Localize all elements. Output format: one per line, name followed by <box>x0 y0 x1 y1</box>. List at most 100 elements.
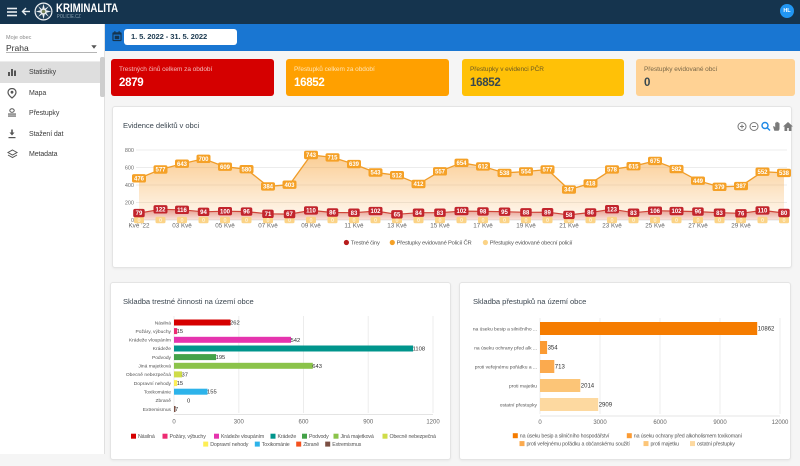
svg-text:0: 0 <box>159 218 162 224</box>
svg-text:116: 116 <box>177 208 187 214</box>
svg-text:Podvody: Podvody <box>309 434 329 440</box>
svg-text:0: 0 <box>374 218 377 224</box>
svg-text:347: 347 <box>564 188 575 194</box>
svg-text:110: 110 <box>758 209 768 215</box>
svg-text:262: 262 <box>230 321 240 327</box>
svg-text:0: 0 <box>761 218 764 224</box>
svg-text:0: 0 <box>675 218 678 224</box>
svg-text:67: 67 <box>286 212 293 218</box>
svg-text:0: 0 <box>309 218 312 224</box>
svg-text:1108: 1108 <box>413 347 425 353</box>
svg-text:0: 0 <box>131 218 134 224</box>
svg-text:21 Kvě: 21 Kvě <box>559 223 579 230</box>
svg-text:800: 800 <box>125 148 134 154</box>
svg-text:proti majetku: proti majetku <box>651 441 680 447</box>
svg-text:83: 83 <box>716 211 723 217</box>
svg-text:13 Kvě: 13 Kvě <box>387 223 407 230</box>
svg-text:412: 412 <box>413 182 424 188</box>
svg-text:600: 600 <box>298 420 309 426</box>
svg-text:582: 582 <box>671 167 682 173</box>
svg-text:83: 83 <box>351 211 358 217</box>
svg-text:102: 102 <box>456 209 467 215</box>
svg-text:10862: 10862 <box>758 327 775 333</box>
svg-text:Dopravní nehody: Dopravní nehody <box>210 442 249 448</box>
svg-text:557: 557 <box>435 169 446 175</box>
svg-text:ostatní přestupky: ostatní přestupky <box>500 402 538 408</box>
svg-text:538: 538 <box>499 171 510 177</box>
svg-text:542: 542 <box>291 338 301 344</box>
svg-text:122: 122 <box>155 207 166 213</box>
svg-text:1200: 1200 <box>426 420 440 426</box>
svg-text:ostatní přestupky: ostatní přestupky <box>697 441 735 447</box>
svg-text:15 Kvě: 15 Kvě <box>430 223 450 230</box>
svg-text:0: 0 <box>782 218 785 224</box>
svg-text:Toxikománie: Toxikománie <box>262 442 290 448</box>
svg-text:449: 449 <box>693 179 704 185</box>
svg-text:100: 100 <box>220 209 231 215</box>
svg-text:88: 88 <box>523 210 530 216</box>
svg-text:Extremismus: Extremismus <box>332 442 361 448</box>
svg-text:713: 713 <box>555 365 566 371</box>
svg-text:0: 0 <box>288 218 291 224</box>
svg-text:na úseku besip a silničního ..: na úseku besip a silničního ... <box>473 326 537 332</box>
svg-text:418: 418 <box>585 182 596 188</box>
svg-text:403: 403 <box>284 183 295 189</box>
svg-text:Krádeže vloupáním: Krádeže vloupáním <box>221 434 265 440</box>
svg-text:0: 0 <box>653 218 656 224</box>
svg-text:Požáry, výbuchy: Požáry, výbuchy <box>170 434 207 440</box>
svg-text:0: 0 <box>417 218 420 224</box>
svg-text:96: 96 <box>695 210 702 216</box>
svg-text:76: 76 <box>738 211 745 217</box>
svg-text:0: 0 <box>567 218 570 224</box>
svg-text:23 Kvě: 23 Kvě <box>602 223 622 230</box>
svg-text:Obecně nebezpečná: Obecně nebezpečná <box>390 434 437 440</box>
svg-text:0: 0 <box>739 218 742 224</box>
svg-text:615: 615 <box>628 164 639 170</box>
svg-text:0: 0 <box>331 218 334 224</box>
svg-text:200: 200 <box>125 201 134 207</box>
svg-text:0: 0 <box>202 218 205 224</box>
svg-text:675: 675 <box>650 159 661 165</box>
svg-text:05 Kvě: 05 Kvě <box>215 223 235 230</box>
svg-text:Krádeže: Krádeže <box>278 434 297 440</box>
svg-text:577: 577 <box>542 168 553 174</box>
svg-text:577: 577 <box>155 168 166 174</box>
svg-text:na úseku ochrany před alkoholi: na úseku ochrany před alkoholismem toxik… <box>634 434 743 440</box>
svg-text:6000: 6000 <box>653 420 667 426</box>
svg-text:7: 7 <box>175 407 178 413</box>
svg-text:0: 0 <box>546 218 549 224</box>
svg-text:0: 0 <box>223 218 226 224</box>
svg-text:0: 0 <box>718 218 721 224</box>
svg-text:86: 86 <box>329 211 336 217</box>
svg-text:643: 643 <box>312 364 322 370</box>
svg-text:3000: 3000 <box>593 420 607 426</box>
svg-text:0: 0 <box>266 218 269 224</box>
svg-text:19 Kvě: 19 Kvě <box>516 223 536 230</box>
svg-text:17 Kvě: 17 Kvě <box>473 223 493 230</box>
svg-text:0: 0 <box>503 218 506 224</box>
svg-text:proti veřejnému pořádku a ...: proti veřejnému pořádku a ... <box>475 364 537 370</box>
svg-text:29 Kvě: 29 Kvě <box>731 223 751 230</box>
svg-text:580: 580 <box>241 167 252 173</box>
svg-text:Podvody: Podvody <box>152 355 172 361</box>
svg-text:609: 609 <box>220 165 231 171</box>
svg-text:98: 98 <box>480 210 487 216</box>
svg-text:proti veřejnému pořádku a obča: proti veřejnému pořádku a občanskému sou… <box>527 441 631 447</box>
svg-text:612: 612 <box>478 165 489 171</box>
svg-text:354: 354 <box>548 346 559 352</box>
svg-text:106: 106 <box>650 209 661 215</box>
svg-text:84: 84 <box>415 211 422 217</box>
svg-text:0: 0 <box>632 218 635 224</box>
svg-text:15: 15 <box>177 329 183 335</box>
svg-text:715: 715 <box>327 156 338 162</box>
svg-text:0: 0 <box>172 420 176 426</box>
svg-text:2909: 2909 <box>599 403 613 409</box>
svg-text:476: 476 <box>134 176 145 182</box>
svg-text:0: 0 <box>538 420 542 426</box>
svg-text:654: 654 <box>456 161 467 167</box>
svg-text:0: 0 <box>245 218 248 224</box>
svg-text:86: 86 <box>587 211 594 217</box>
svg-text:Toxikománie: Toxikománie <box>144 390 171 396</box>
svg-text:Přestupky evidované Policií ČR: Přestupky evidované Policií ČR <box>397 240 472 247</box>
svg-text:12000: 12000 <box>772 420 789 426</box>
